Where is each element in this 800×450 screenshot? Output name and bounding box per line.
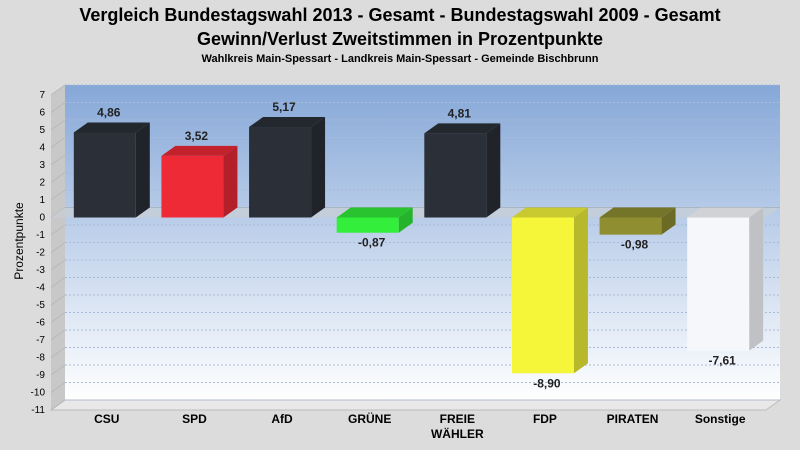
bar-grüne xyxy=(336,207,413,233)
bar-front xyxy=(599,217,662,235)
y-tick-label: 2 xyxy=(39,178,45,189)
bar-front xyxy=(687,217,750,351)
y-tick-label: 4 xyxy=(39,143,45,154)
category-label: Sonstige xyxy=(695,412,746,426)
gridline-side xyxy=(50,137,66,148)
gridline-side xyxy=(50,399,66,411)
y-tick-label: 0 xyxy=(39,213,45,224)
bar-csu xyxy=(73,122,150,218)
y-tick-label: -10 xyxy=(31,388,46,399)
value-label: -0,87 xyxy=(358,236,386,250)
value-label: 5,17 xyxy=(272,100,296,114)
bar-piraten xyxy=(599,207,676,235)
gridline-side xyxy=(50,312,66,323)
gridline-side xyxy=(50,119,66,131)
y-tick-label: 1 xyxy=(39,195,45,206)
category-label: GRÜNE xyxy=(348,411,391,426)
y-axis-label: Prozentpunkte xyxy=(12,202,26,280)
value-label: 4,86 xyxy=(97,105,121,119)
y-tick-label: 6 xyxy=(39,108,45,119)
value-label: -8,90 xyxy=(533,376,561,390)
bar-front xyxy=(73,132,136,218)
y-tick-label: -9 xyxy=(36,370,45,381)
gridline-side xyxy=(50,347,66,358)
gridline-side xyxy=(50,154,66,166)
bar-top xyxy=(687,207,764,218)
bar-front xyxy=(249,127,312,218)
category-label: CSU xyxy=(94,412,119,426)
bar-side xyxy=(573,207,588,374)
category-label: FREIE xyxy=(440,412,475,426)
bar-side xyxy=(311,117,326,218)
bar-top xyxy=(249,117,326,128)
chart-title-line2: Gewinn/Verlust Zweitstimmen in Prozentpu… xyxy=(196,29,604,49)
bar-side xyxy=(135,122,150,218)
y-tick-label: -11 xyxy=(31,405,45,416)
gridline-side xyxy=(50,277,66,288)
y-tick-label: -3 xyxy=(36,265,45,276)
chart-subtitle: Wahlkreis Main-Spessart - Landkreis Main… xyxy=(201,53,599,65)
gridline-side xyxy=(50,84,66,96)
bar-fdp xyxy=(511,207,588,374)
bar-front xyxy=(161,155,224,218)
bar-top xyxy=(73,122,150,133)
bar-front xyxy=(511,217,574,374)
y-tick-label: 5 xyxy=(39,125,45,136)
value-label: 4,81 xyxy=(448,106,472,120)
category-label: SPD xyxy=(182,412,207,426)
bar-sonstige xyxy=(687,207,764,351)
value-label: 3,52 xyxy=(185,129,209,143)
category-label: PIRATEN xyxy=(607,412,659,426)
gridline-side xyxy=(50,259,66,271)
plot-floor xyxy=(49,399,782,411)
gridline-side xyxy=(50,382,66,393)
gridline-side xyxy=(50,224,66,236)
bar-side xyxy=(398,207,413,233)
bar-top xyxy=(424,123,501,134)
bar-side xyxy=(661,207,676,235)
y-tick-label: -7 xyxy=(36,335,45,346)
bar-front xyxy=(336,217,399,233)
bar-top xyxy=(599,207,676,218)
gridline-side xyxy=(50,364,66,376)
y-tick-label: 3 xyxy=(39,160,45,171)
bar-side xyxy=(223,145,238,218)
bar-top xyxy=(161,145,238,156)
category-label: AfD xyxy=(271,412,293,426)
y-tick-label: -6 xyxy=(36,318,45,329)
gridline-side xyxy=(50,189,66,201)
bar-front xyxy=(424,133,487,218)
y-tick-label: -1 xyxy=(36,230,45,241)
bar-top xyxy=(336,207,413,218)
chart-title: Vergleich Bundestagswahl 2013 - Gesamt -… xyxy=(79,5,721,25)
gridline-side xyxy=(50,242,66,253)
gridline-side xyxy=(50,102,66,113)
y-tick-label: -2 xyxy=(36,248,45,259)
y-tick-label: -5 xyxy=(36,300,45,311)
gridline-side xyxy=(50,172,66,183)
bar-side xyxy=(486,123,501,218)
bar-freie-wähler xyxy=(424,123,501,218)
category-label: FDP xyxy=(533,412,557,426)
y-tick-label: -8 xyxy=(36,353,45,364)
gridline-side xyxy=(50,294,66,306)
gridline-side xyxy=(50,329,66,341)
value-label: -0,98 xyxy=(621,238,649,252)
y-tick-label: -4 xyxy=(36,283,45,294)
bar-spd xyxy=(161,145,238,218)
y-tick-label: 7 xyxy=(39,90,45,101)
value-label: -7,61 xyxy=(709,354,737,368)
category-label: WÄHLER xyxy=(431,426,484,441)
bar-side xyxy=(749,207,764,351)
bar-afd xyxy=(249,117,326,218)
bar-top xyxy=(511,207,588,218)
